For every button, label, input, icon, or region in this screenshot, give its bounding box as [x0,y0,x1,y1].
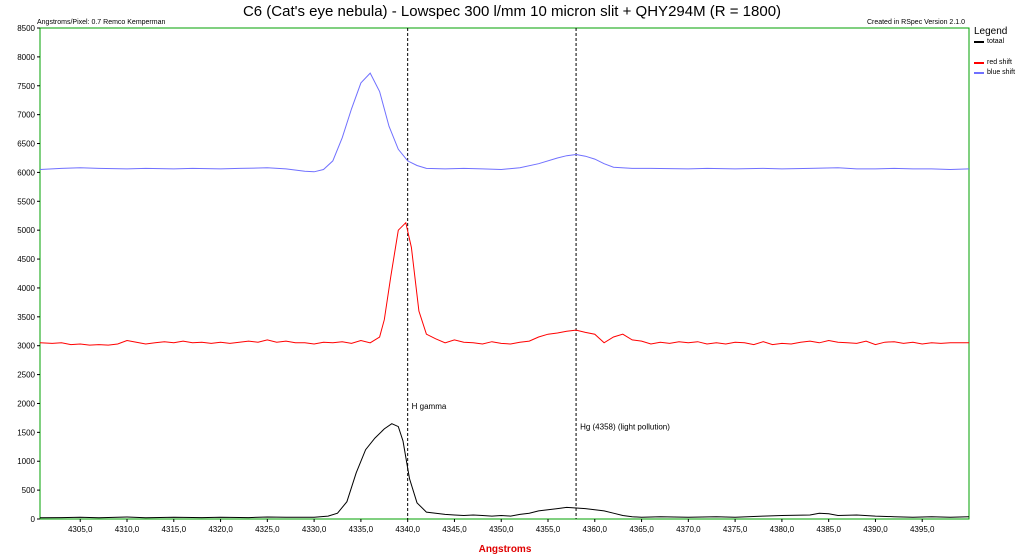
legend-label: blue shift [987,69,1016,76]
y-tick-label: 1000 [17,457,35,466]
legend-title: Legend [974,26,1008,37]
x-tick-label: 4325,0 [255,525,280,534]
legend-swatch [974,62,984,64]
x-tick-label: 4355,0 [536,525,561,534]
y-tick-label: 3000 [17,342,35,351]
series-line-red-shift [39,221,969,346]
legend-label: totaal [987,38,1005,45]
x-axis-label: Angstroms [479,544,532,555]
series-line-totaal [39,423,970,519]
y-tick-label: 8500 [17,24,35,33]
chart-title: C6 (Cat's eye nebula) - Lowspec 300 l/mm… [242,3,782,20]
top-left-note: Angstroms/Pixel: 0.7 Remco Kemperman [37,19,166,26]
y-tick-label: 6500 [17,140,35,149]
legend-swatch [974,72,984,74]
x-tick-label: 4340,0 [395,525,420,534]
y-tick-label: 2000 [17,399,35,408]
axes-layer: 0 500 1000 1500 2000 2500 3000 3500 4000 4500 5000… [17,24,970,534]
x-tick-label: 4310,0 [115,525,140,534]
y-tick-label: 7000 [17,111,35,120]
x-tick-label: 4330,0 [302,525,327,534]
series-layer [39,72,970,519]
y-tick-label: 5000 [17,226,35,235]
y-tick-label: 3500 [17,313,35,322]
x-tick-label: 4350,0 [489,525,514,534]
x-tick-label: 4385,0 [816,525,841,534]
x-tick-label: 4390,0 [863,525,888,534]
y-tick-label: 5500 [17,197,35,206]
plot-frame [39,27,970,520]
x-tick-label: 4305,0 [68,525,93,534]
x-tick-label: 4375,0 [723,525,748,534]
x-tick-label: 4315,0 [162,525,187,534]
y-tick-label: 8000 [17,53,35,62]
y-tick-label: 2500 [17,371,35,380]
y-tick-label: 500 [22,486,36,495]
x-tick-label: 4345,0 [442,525,467,534]
y-tick-label: 4000 [17,284,35,293]
marker-layer: H gamma Hg (4358) (light pollution) [407,28,670,519]
x-tick-label: 4370,0 [676,525,701,534]
legend-label: red shift [987,59,1012,66]
marker-label: H gamma [412,402,447,411]
y-tick-label: 1500 [17,428,35,437]
legend-swatch [974,41,984,43]
y-tick-label: 7500 [17,82,35,91]
x-tick-label: 4365,0 [629,525,654,534]
marker-label: Hg (4358) (light pollution) [580,422,670,431]
y-tick-label: 4500 [17,255,35,264]
x-tick-label: 4335,0 [349,525,374,534]
x-tick-label: 4380,0 [770,525,795,534]
x-tick-label: 4360,0 [583,525,608,534]
x-tick-label: 4395,0 [910,525,935,534]
x-tick-label: 4320,0 [208,525,233,534]
y-tick-label: 0 [31,515,36,524]
series-line-blue-shift [39,72,970,173]
y-tick-label: 6000 [17,168,35,177]
top-right-note: Created in RSpec Version 2.1.0 [866,19,965,26]
